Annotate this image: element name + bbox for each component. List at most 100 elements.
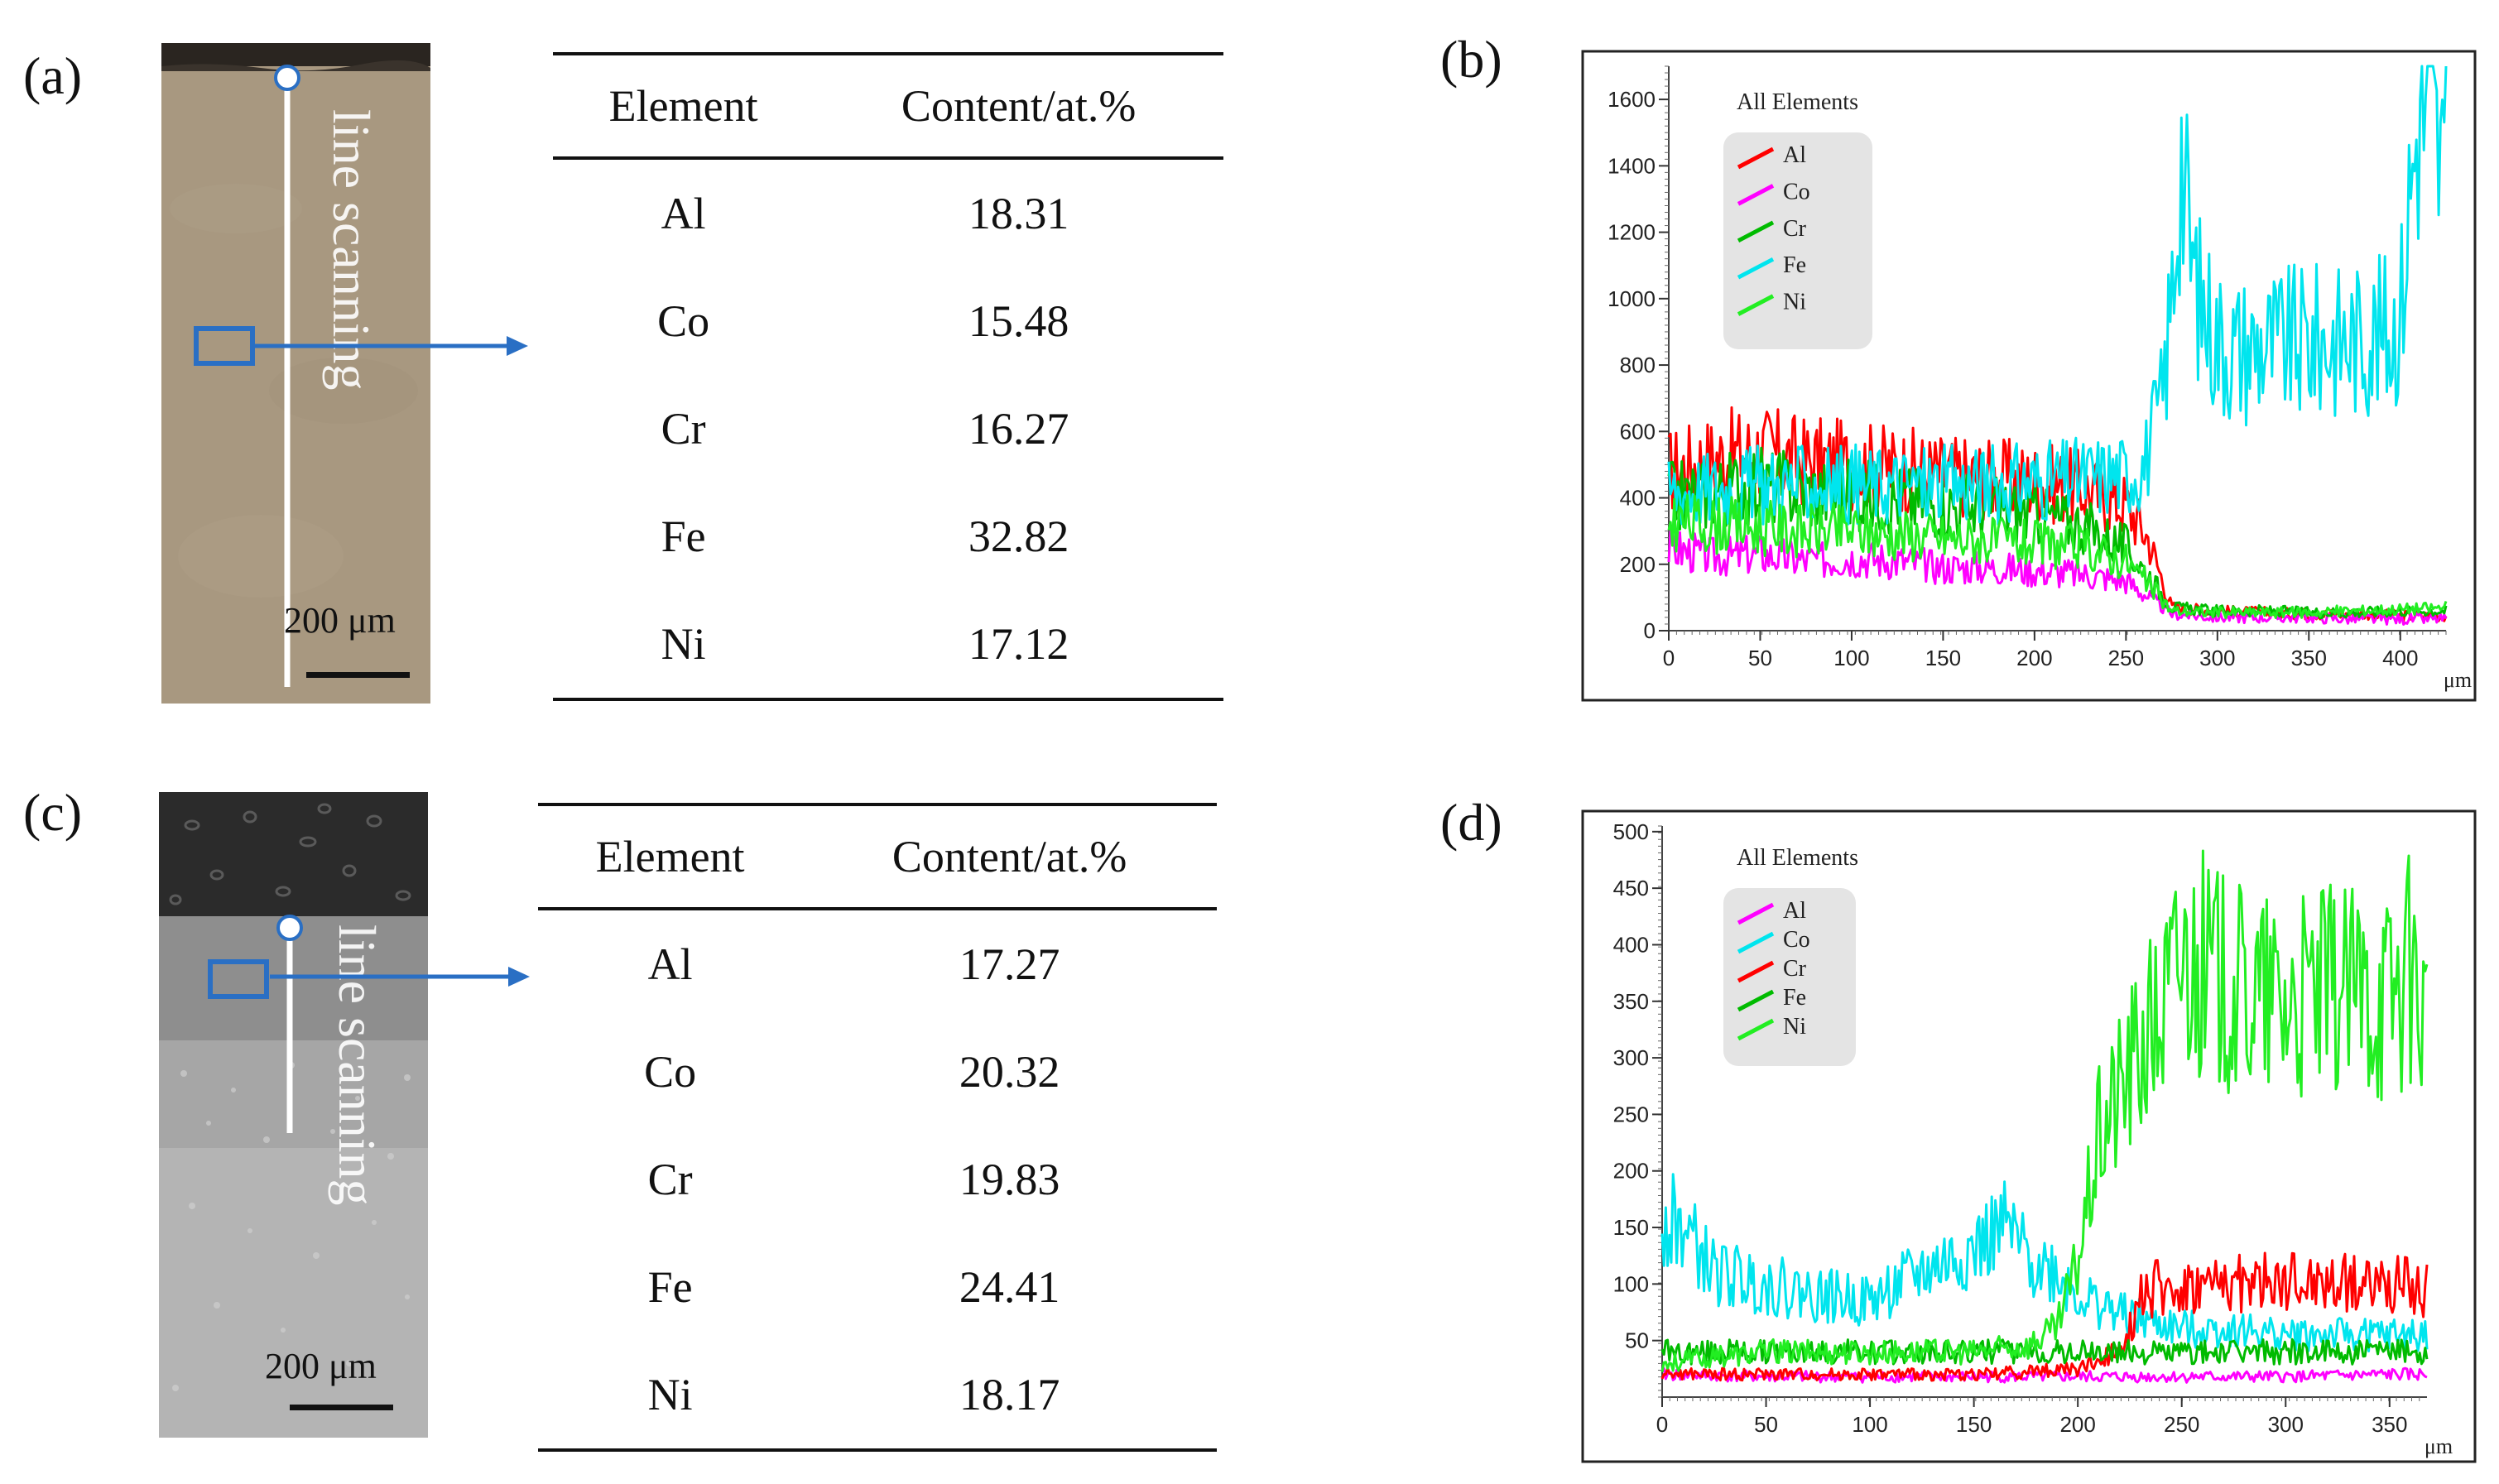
x-tick-label: 0 <box>1656 1412 1668 1437</box>
chart-frame <box>1581 809 2477 1463</box>
line-scan-label-a: line scanning <box>322 109 381 391</box>
table-header-content: Content/at.% <box>814 52 1223 160</box>
legend-label-al: Al <box>1783 142 1806 168</box>
legend-swatch-ni <box>1737 1018 1775 1041</box>
legend-label-ni: Ni <box>1783 1014 1806 1040</box>
series-line-cr <box>1660 1251 2429 1382</box>
chart-b-svg: 0 50 100 150 200 250 300 350 400 0 200 400 600 800 100… <box>1581 50 2477 702</box>
legend-swatch-al <box>1737 146 1775 170</box>
cell-element: Cr <box>661 404 706 454</box>
y-tick-label: 600 <box>1620 419 1656 444</box>
x-tick-label: 200 <box>2016 646 2052 670</box>
legend-box <box>1723 132 1872 349</box>
y-tick-label: 350 <box>1613 989 1649 1014</box>
series-line-fe <box>1667 65 2448 526</box>
legend-swatch-co <box>1737 184 1775 206</box>
arrow-a <box>252 336 528 356</box>
legend-swatch-al <box>1737 902 1775 925</box>
legend-label-cr: Cr <box>1783 956 1807 982</box>
table-row: Cr 19.83 <box>538 1126 1217 1233</box>
chart-d-svg: 0 50 100 150 200 250 300 350 50 100 150 200 250 300 35… <box>1581 809 2477 1463</box>
table-row: Fe 32.82 <box>553 483 1223 590</box>
x-tick-label: 100 <box>1852 1412 1887 1437</box>
table-header-element: Element <box>553 52 815 160</box>
table-row: Al 17.27 <box>538 909 1217 1018</box>
scale-bar-label-c: 200 μm <box>265 1346 377 1386</box>
y-tick-label: 400 <box>1620 486 1656 511</box>
y-tick-label: 200 <box>1620 552 1656 577</box>
legend-swatch-co <box>1737 931 1775 954</box>
panel-label-a: (a) <box>23 46 83 105</box>
legend-label-al: Al <box>1783 898 1806 924</box>
y-tick-label: 200 <box>1613 1159 1649 1184</box>
panel-label-d: (d) <box>1440 793 1502 852</box>
legend-box <box>1723 888 1856 1066</box>
table-row: Ni 18.17 <box>538 1341 1217 1452</box>
legend-label-cr: Cr <box>1783 216 1807 242</box>
line-scan-label-c: line scanning <box>328 924 387 1206</box>
table-header-content: Content/at.% <box>802 803 1217 910</box>
cell-value: 15.48 <box>968 296 1069 346</box>
legend-swatch-fe <box>1737 257 1775 280</box>
x-tick-label: 50 <box>1754 1412 1778 1437</box>
cell-value: 18.31 <box>968 189 1069 238</box>
x-tick-label: 350 <box>2291 646 2327 670</box>
x-axis-label: μm <box>2425 1434 2453 1458</box>
legend-label-fe: Fe <box>1783 985 1806 1011</box>
panel-label-b: (b) <box>1440 30 1502 89</box>
composition-table-a: Element Content/at.% Al 18.31 Co 15.48 Cr 1… <box>553 52 1223 701</box>
y-tick-label: 250 <box>1613 1102 1649 1126</box>
sem-image-a: line scanning 200 μm <box>161 43 430 704</box>
composition-table-c: Element Content/at.% Al 17.27 Co 20.32 Cr 1… <box>538 803 1217 1452</box>
cell-value: 32.82 <box>968 511 1069 561</box>
scale-bar-label-a: 200 μm <box>284 600 396 641</box>
line-profile-chart-b: 0 50 100 150 200 250 300 350 400 0 200 400 600 800 100… <box>1581 50 2477 702</box>
cell-value: 17.27 <box>959 939 1060 989</box>
x-tick-label: 300 <box>2199 646 2235 670</box>
legend-swatch-cr <box>1737 220 1775 243</box>
cell-element: Co <box>644 1047 697 1097</box>
cell-element: Co <box>657 296 710 346</box>
legend-label-co: Co <box>1783 927 1810 953</box>
x-tick-label: 150 <box>1925 646 1961 670</box>
x-tick-label: 250 <box>2164 1412 2199 1437</box>
series-line-co <box>1667 526 2448 626</box>
table-header-element: Element <box>538 803 803 910</box>
cell-value: 18.17 <box>802 1341 1217 1452</box>
table-row: Co 15.48 <box>553 267 1223 375</box>
cell-element: Fe <box>647 1262 693 1312</box>
y-tick-label: 1400 <box>1608 153 1656 178</box>
series-line-ni <box>1660 849 2429 1372</box>
y-tick-label: 1600 <box>1608 87 1656 112</box>
x-axis-label: μm <box>2444 668 2472 692</box>
legend-swatch-ni <box>1737 294 1775 316</box>
y-tick-label: 150 <box>1613 1215 1649 1240</box>
x-tick-label: 400 <box>2382 646 2418 670</box>
cell-element: Ni <box>553 590 815 701</box>
y-tick-label: 100 <box>1613 1271 1649 1296</box>
chart-title: All Elements <box>1737 89 1858 115</box>
table-row: Al 18.31 <box>553 158 1223 267</box>
legend-label-ni: Ni <box>1783 290 1806 315</box>
y-tick-label: 500 <box>1613 819 1649 844</box>
x-tick-label: 300 <box>2268 1412 2304 1437</box>
y-tick-label: 1000 <box>1608 286 1656 311</box>
cell-element: Fe <box>661 511 706 561</box>
x-tick-label: 350 <box>2372 1412 2407 1437</box>
y-tick-label: 50 <box>1625 1328 1649 1353</box>
cell-value: 17.12 <box>814 590 1223 701</box>
x-tick-label: 0 <box>1663 646 1675 670</box>
cell-value: 19.83 <box>959 1155 1060 1204</box>
table-row: Cr 16.27 <box>553 375 1223 483</box>
x-tick-label: 150 <box>1956 1412 1992 1437</box>
cell-value: 24.41 <box>959 1262 1060 1312</box>
series-line-ni <box>1667 494 2448 620</box>
series-line-fe <box>1660 1338 2429 1366</box>
sem-image-c: line scanning 200 μm <box>159 792 428 1438</box>
cell-value: 20.32 <box>959 1047 1060 1097</box>
cell-element: Al <box>661 189 706 238</box>
x-tick-label: 200 <box>2059 1412 2095 1437</box>
x-tick-label: 250 <box>2108 646 2144 670</box>
table-row: Fe 24.41 <box>538 1233 1217 1341</box>
legend-swatch-cr <box>1737 960 1775 983</box>
